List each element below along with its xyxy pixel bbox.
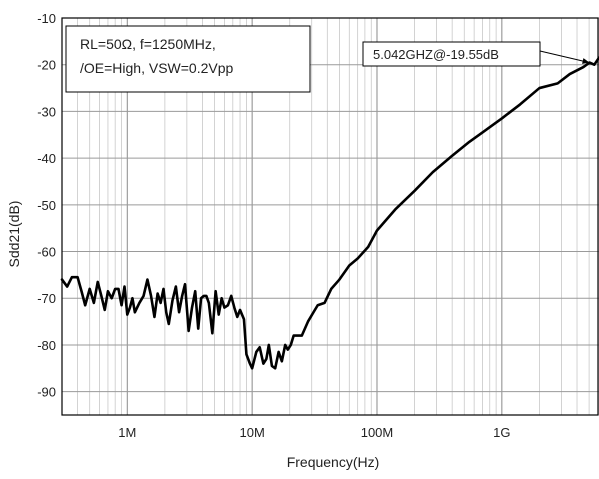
plot-frame [61,17,599,416]
series-line [60,56,599,370]
conditions-box-bg [65,25,311,93]
y-tick-label: -50 [37,198,56,213]
x-axis-label: Frequency(Hz) [287,454,380,470]
x-tick-labels: 1M 10M 100M 1G [118,425,510,440]
y-tick-label: -60 [37,245,56,260]
x-tick-label: 1M [118,425,136,440]
y-tick-label: -90 [37,385,56,400]
marker-label: 5.042GHZ@-19.55dB [373,47,499,62]
marker-arrow [539,50,590,64]
y-tick-label: -20 [37,58,56,73]
y-axis-label: Sdd21(dB) [6,201,22,268]
y-tick-label: -40 [37,151,56,166]
marker-arrowhead [582,58,590,64]
conditions-line-2: /OE=High, VSW=0.2Vpp [80,60,234,76]
y-tick-labels: -10 -20 -30 -40 -50 -60 -70 -80 -90 [37,11,56,400]
conditions-box: RL=50Ω, f=1250MHz, /OE=High, VSW=0.2Vpp [65,25,311,93]
y-tick-label: -30 [37,104,56,119]
y-tick-label: -70 [37,291,56,306]
conditions-line-1: RL=50Ω, f=1250MHz, [80,36,216,52]
y-tick-label: -80 [37,338,56,353]
marker-annotation: 5.042GHZ@-19.55dB [362,41,590,67]
x-tick-label: 10M [239,425,264,440]
y-tick-label: -10 [37,11,56,26]
x-tick-label: 1G [493,425,510,440]
marker-box [362,41,541,67]
x-tick-label: 100M [361,425,394,440]
